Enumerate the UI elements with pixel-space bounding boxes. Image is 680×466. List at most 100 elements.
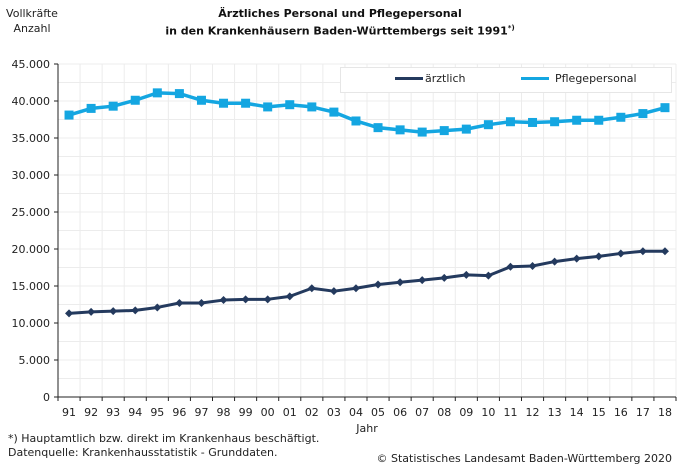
x-tick-label: 09 (459, 406, 473, 419)
legend-label-pflegepersonal: Pflegepersonal (555, 72, 637, 85)
x-axis-label: Jahr (355, 422, 378, 435)
x-tick-label: 95 (150, 406, 164, 419)
x-tick-label: 96 (172, 406, 186, 419)
data-point-pflegepersonal (439, 126, 449, 136)
data-point-pflegepersonal (528, 117, 538, 127)
data-point-pflegepersonal (263, 102, 273, 112)
chart-title: Ärztliches Personal und Pflegepersonal i… (120, 6, 560, 39)
data-point-pflegepersonal (638, 109, 648, 119)
y-tick-label: 10.000 (12, 317, 51, 330)
chart-title-line1: Ärztliches Personal und Pflegepersonal (218, 7, 462, 20)
x-tick-label: 03 (327, 406, 341, 419)
x-tick-label: 02 (305, 406, 319, 419)
legend-item-aerztlich: ärztlich (395, 72, 465, 85)
y-axis-label-line1: Vollkräfte (6, 7, 58, 20)
data-point-aerztlich (550, 257, 559, 266)
x-tick-label: 11 (503, 406, 517, 419)
copyright: © Statistisches Landesamt Baden-Württemb… (376, 452, 672, 465)
data-point-pflegepersonal (660, 103, 670, 113)
data-point-pflegepersonal (550, 117, 560, 127)
data-point-pflegepersonal (130, 95, 140, 105)
y-axis-label: Vollkräfte Anzahl (4, 6, 60, 36)
data-point-aerztlich (374, 280, 383, 289)
data-point-pflegepersonal (373, 123, 383, 133)
data-point-pflegepersonal (285, 100, 295, 110)
data-point-aerztlich (660, 247, 669, 256)
x-tick-label: 07 (415, 406, 429, 419)
x-tick-label: 98 (217, 406, 231, 419)
data-point-pflegepersonal (329, 107, 339, 117)
chart-title-line2-text: in den Krankenhäusern Baden-Württembergs… (165, 24, 508, 38)
x-tick-label: 97 (194, 406, 208, 419)
grid (58, 63, 677, 398)
legend-swatch-aerztlich (395, 77, 423, 80)
data-point-aerztlich (396, 278, 405, 287)
axes: 0 5.000 10.000 15.000 20.000 25.000 30.000 35.0… (12, 58, 677, 419)
x-tick-label: 08 (437, 406, 451, 419)
x-tick-label: 92 (84, 406, 98, 419)
x-tick-label: 94 (128, 406, 142, 419)
data-point-aerztlich (109, 307, 118, 316)
x-tick-label: 06 (393, 406, 407, 419)
x-tick-label: 12 (526, 406, 540, 419)
footnote: *) Hauptamtlich bzw. direkt im Krankenha… (8, 432, 320, 445)
y-tick-label: 20.000 (12, 243, 51, 256)
data-point-aerztlich (241, 295, 250, 304)
data-point-pflegepersonal (219, 98, 229, 108)
legend-label-aerztlich: ärztlich (425, 72, 466, 85)
y-tick-label: 30.000 (12, 169, 51, 182)
series-group (64, 88, 670, 318)
data-point-aerztlich (616, 249, 625, 258)
y-tick-label: 45.000 (12, 58, 51, 71)
x-tick-label: 18 (658, 406, 672, 419)
data-point-pflegepersonal (417, 127, 427, 137)
data-point-pflegepersonal (505, 117, 515, 127)
x-tick-label: 01 (283, 406, 297, 419)
x-tick-label: 16 (614, 406, 628, 419)
legend: ärztlich Pflegepersonal (340, 67, 672, 93)
x-tick-label: 15 (592, 406, 606, 419)
y-axis-label-line2: Anzahl (13, 22, 51, 35)
x-tick-label: 17 (636, 406, 650, 419)
data-point-aerztlich (506, 262, 515, 271)
data-point-pflegepersonal (152, 88, 162, 98)
data-point-aerztlich (197, 299, 206, 308)
data-point-aerztlich (285, 292, 294, 301)
x-tick-label: 10 (481, 406, 495, 419)
series-line-pflegepersonal (68, 91, 666, 134)
y-tick-label: 0 (43, 391, 50, 404)
legend-item-pflegepersonal: Pflegepersonal (521, 72, 637, 85)
data-point-aerztlich (638, 247, 647, 256)
legend-swatch-pflegepersonal (521, 77, 549, 80)
data-point-aerztlich (528, 262, 537, 271)
data-point-aerztlich (263, 295, 272, 304)
data-point-aerztlich (594, 252, 603, 261)
x-tick-label: 05 (371, 406, 385, 419)
x-tick-label: 14 (570, 406, 584, 419)
data-point-pflegepersonal (351, 116, 361, 126)
x-tick-label: 91 (62, 406, 76, 419)
y-tick-label: 5.000 (19, 354, 51, 367)
data-point-pflegepersonal (241, 98, 251, 108)
series-line-aerztlich (68, 249, 665, 315)
data-point-aerztlich (440, 273, 449, 282)
data-point-pflegepersonal (572, 115, 582, 125)
data-point-aerztlich (484, 271, 493, 280)
data-point-aerztlich (462, 270, 471, 279)
data-point-aerztlich (219, 296, 228, 305)
data-point-pflegepersonal (395, 125, 405, 135)
data-point-aerztlich (351, 284, 360, 293)
x-tick-label: 00 (261, 406, 275, 419)
chart-title-line2: in den Krankenhäusern Baden-Württembergs… (120, 21, 560, 39)
x-tick-label: 04 (349, 406, 363, 419)
data-point-aerztlich (307, 284, 316, 293)
data-point-aerztlich (329, 287, 338, 296)
data-point-pflegepersonal (64, 110, 74, 120)
y-tick-label: 40.000 (12, 95, 51, 108)
y-tick-label: 25.000 (12, 206, 51, 219)
x-tick-label: 93 (106, 406, 120, 419)
y-tick-label: 15.000 (12, 280, 51, 293)
y-tick-label: 35.000 (12, 132, 51, 145)
data-point-aerztlich (131, 306, 140, 315)
